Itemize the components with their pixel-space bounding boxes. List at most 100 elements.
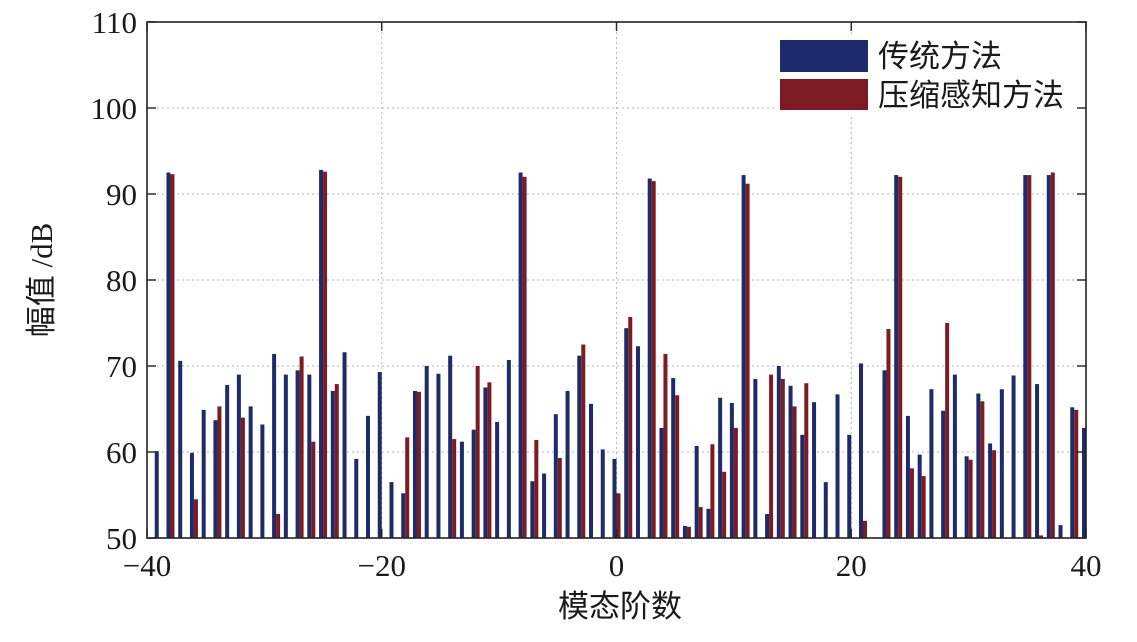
bar-compressed-sensing-method-mode-24: [898, 176, 903, 539]
bar-compressed-sensing-method-mode-neg32: [240, 417, 245, 538]
bar-compressed-sensing-method-mode-neg3: [581, 344, 586, 538]
bar-compressed-sensing-method-mode-neg11: [487, 382, 492, 538]
bar-traditional-method-mode-25: [905, 415, 910, 538]
bar-traditional-method-mode-neg6: [542, 473, 547, 538]
bar-traditional-method-mode-14: [776, 366, 781, 538]
bar-traditional-method-mode-9: [718, 397, 723, 538]
bar-compressed-sensing-method-mode-26: [921, 476, 926, 538]
bar-compressed-sensing-method-mode-16: [804, 383, 809, 538]
bar-traditional-method-mode-neg3: [577, 355, 582, 538]
x-axis-label: 模态阶数: [558, 589, 682, 624]
bar-compressed-sensing-method-mode-neg5: [557, 458, 562, 538]
bar-compressed-sensing-method-mode-neg26: [311, 441, 316, 538]
bar-compressed-sensing-method-mode-0: [616, 493, 621, 538]
bar-traditional-method-mode-5: [671, 378, 676, 538]
bar-traditional-method-mode-4: [659, 427, 664, 538]
bar-traditional-method-mode-neg34: [213, 420, 218, 538]
y-tick-label-70: 70: [106, 349, 137, 384]
bar-compressed-sensing-method-mode-31: [980, 401, 985, 538]
y-tick-labels: 50 60 70 80 90 100 110: [91, 5, 138, 556]
bar-traditional-method-mode-neg30: [260, 424, 265, 538]
legend: 传统方法 压缩感知方法: [774, 35, 1078, 115]
legend-label-traditional-method: 传统方法: [878, 39, 1002, 74]
bar-traditional-method-mode-neg22: [354, 458, 359, 538]
bar-traditional-method-mode-neg11: [483, 387, 488, 538]
bar-traditional-method-mode-neg38: [166, 172, 171, 538]
bar-compressed-sensing-method-mode-neg27: [299, 356, 304, 538]
bar-traditional-method-mode-neg35: [201, 409, 206, 538]
bar-traditional-method-mode-neg23: [342, 352, 347, 538]
bar-traditional-method-mode-neg1: [600, 449, 605, 538]
x-tick-label-neg20: −20: [358, 548, 406, 583]
axis-ticks: [146, 21, 1087, 539]
bar-compressed-sensing-method-mode-36: [1039, 535, 1044, 538]
bar-traditional-method-mode-neg7: [530, 481, 535, 538]
bar-compressed-sensing-method-mode-35: [1027, 175, 1032, 538]
bar-compressed-sensing-method-mode-neg38: [170, 174, 175, 538]
bar-traditional-method-mode-27: [929, 389, 934, 538]
bar-traditional-method-mode-37: [1046, 175, 1051, 538]
bar-traditional-method-mode-1: [624, 328, 629, 538]
bar-compressed-sensing-method-mode-neg18: [405, 437, 410, 538]
bar-traditional-method-mode-12: [753, 378, 758, 538]
bar-traditional-method-mode-neg25: [319, 169, 324, 539]
bar-traditional-method-mode-20: [847, 434, 852, 538]
bar-compressed-sensing-method-mode-6: [686, 526, 691, 538]
bar-compressed-sensing-method-mode-4: [663, 353, 668, 538]
bar-traditional-method-mode-19: [835, 394, 840, 538]
bar-traditional-method-mode-30: [964, 456, 969, 538]
bar-traditional-method-mode-23: [882, 370, 887, 538]
bar-traditional-method-mode-neg32: [236, 374, 241, 538]
bar-compressed-sensing-method-mode-neg24: [334, 384, 339, 538]
bar-traditional-method-mode-13: [765, 513, 770, 538]
bar-traditional-method-mode-21: [858, 363, 863, 538]
bar-traditional-method-mode-neg18: [401, 493, 406, 538]
bar-traditional-method-mode-neg2: [589, 403, 594, 538]
bar-traditional-method-mode-8: [706, 508, 711, 538]
bar-traditional-method-mode-17: [812, 402, 817, 538]
bar-compressed-sensing-method-mode-13: [769, 374, 774, 538]
bar-compressed-sensing-method-mode-neg12: [475, 366, 480, 538]
bar-traditional-method-mode-neg31: [248, 406, 253, 538]
y-tick-label-80: 80: [106, 263, 137, 298]
bar-traditional-method-mode-neg27: [295, 370, 300, 538]
bar-compressed-sensing-method-mode-25: [909, 468, 914, 538]
bar-traditional-method-mode-neg19: [389, 482, 394, 538]
bar-compressed-sensing-method-mode-10: [733, 427, 738, 538]
bar-traditional-method-mode-neg28: [283, 374, 288, 538]
bar-traditional-method-mode-15: [788, 385, 793, 538]
bar-traditional-method-mode-26: [917, 454, 922, 538]
bar-traditional-method-mode-neg37: [178, 360, 183, 538]
bar-traditional-method-mode-31: [976, 393, 981, 538]
bar-traditional-method-mode-38: [1058, 525, 1063, 538]
bar-compressed-sensing-method-mode-11: [745, 183, 750, 538]
bar-traditional-method-mode-29: [952, 374, 957, 538]
bar-compressed-sensing-method-mode-21: [862, 520, 867, 538]
bar-compressed-sensing-method-mode-15: [792, 406, 797, 538]
bar-compressed-sensing-method-mode-28: [945, 323, 950, 538]
bar-compressed-sensing-method-mode-14: [780, 378, 785, 538]
y-tick-label-100: 100: [91, 91, 138, 126]
bars: [154, 169, 1086, 539]
bar-traditional-method-mode-neg10: [495, 421, 500, 538]
bar-compressed-sensing-method-mode-8: [710, 444, 715, 538]
bar-traditional-method-mode-neg26: [307, 374, 312, 538]
bar-compressed-sensing-method-mode-32: [992, 450, 997, 538]
bar-traditional-method-mode-neg33: [225, 384, 230, 538]
bar-traditional-method-mode-24: [894, 175, 899, 538]
bar-traditional-method-mode-neg20: [377, 372, 382, 538]
bar-traditional-method-mode-neg15: [436, 373, 441, 538]
bar-traditional-method-mode-33: [999, 389, 1004, 538]
bar-traditional-method-mode-neg8: [518, 172, 523, 538]
y-tick-label-110: 110: [92, 5, 137, 40]
bar-compressed-sensing-method-mode-neg7: [534, 439, 539, 538]
bar-traditional-method-mode-0: [612, 458, 617, 538]
bar-compressed-sensing-method-mode-3: [651, 181, 656, 538]
bar-traditional-method-mode-neg9: [506, 359, 511, 538]
bar-traditional-method-mode-40: [1082, 427, 1086, 538]
y-tick-label-50: 50: [106, 521, 137, 556]
x-tick-label-0: 0: [609, 548, 625, 583]
bar-traditional-method-mode-28: [941, 410, 946, 538]
bar-traditional-method-mode-neg5: [553, 414, 558, 538]
bar-traditional-method-mode-10: [729, 402, 734, 538]
